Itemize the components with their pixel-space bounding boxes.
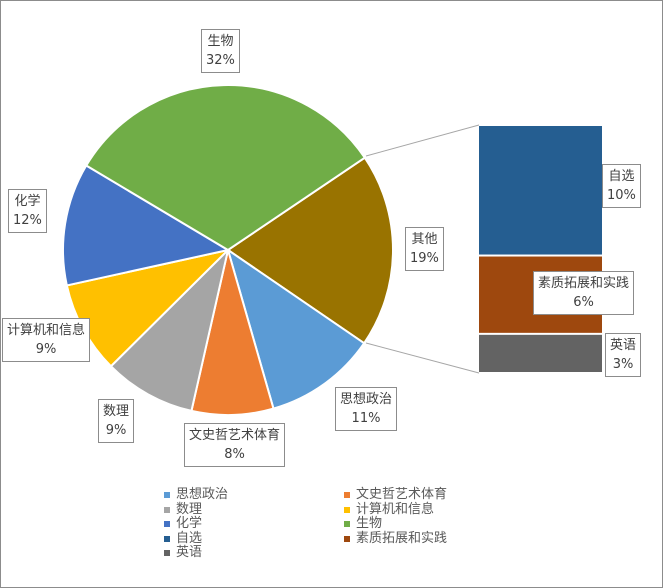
legend-swatch: [344, 506, 350, 513]
pie-slice-1: [226, 247, 366, 410]
legend-item: 素质拓展和实践: [344, 530, 504, 547]
legend: 思想政治 文史哲艺术体育数理 计算机和信息化学 生物自选 素质拓展和实践英语: [164, 487, 504, 561]
legend-item: 文史哲艺术体育: [344, 487, 504, 503]
legend-swatch: [164, 550, 170, 557]
legend-swatch: [344, 535, 350, 542]
pie-slice-5: [62, 164, 231, 287]
bar-segment-2: [479, 334, 602, 372]
legend-swatch: [344, 492, 350, 499]
legend-label: 化学: [176, 516, 203, 531]
label-value: 10%: [607, 188, 636, 203]
legend-swatch: [164, 535, 170, 542]
pie-slice-6: [84, 84, 367, 252]
legend-item: 思想政治: [164, 487, 344, 503]
legend-item: 自选: [164, 530, 344, 547]
label-name: 素质拓展和实践: [538, 276, 630, 291]
connector-line: [365, 342, 480, 374]
legend-swatch: [164, 492, 170, 499]
label-name: 文史哲艺术体育: [189, 428, 281, 443]
label-value: 8%: [224, 447, 245, 462]
label-name: 思想政治: [340, 392, 393, 407]
label-value: 6%: [573, 295, 594, 310]
legend-label: 文史哲艺术体育: [356, 487, 448, 502]
legend-label: 计算机和信息: [356, 501, 435, 517]
bar-segment-0: [479, 126, 602, 255]
data-label: 化学 12%: [8, 189, 47, 233]
pie-slice-0: [226, 156, 394, 345]
label-name: 数理: [103, 404, 130, 419]
data-label: 文史哲艺术体育 8%: [184, 423, 286, 467]
label-value: 32%: [206, 53, 235, 68]
legend-item: 计算机和信息: [344, 501, 504, 518]
legend-label: 素质拓展和实践: [356, 530, 448, 546]
legend-swatch: [164, 521, 170, 528]
connector-line: [365, 124, 480, 157]
label-name: 生物: [207, 34, 234, 49]
data-label: 计算机和信息 9%: [2, 318, 91, 362]
legend-label: 思想政治: [176, 487, 229, 502]
label-name: 英语: [610, 338, 637, 353]
data-label: 素质拓展和实践 6%: [533, 271, 635, 315]
legend-item: 生物: [344, 516, 504, 532]
data-label: 生物 32%: [201, 29, 240, 73]
label-value: 11%: [351, 411, 381, 426]
pie-slice-3: [109, 246, 230, 413]
data-label: 自选 10%: [602, 164, 641, 208]
label-name: 化学: [14, 194, 41, 209]
legend-swatch: [344, 521, 350, 528]
label-name: 其他: [411, 232, 438, 247]
legend-label: 自选: [176, 530, 203, 546]
label-value: 12%: [13, 213, 42, 228]
legend-label: 数理: [176, 501, 203, 517]
legend-label: 英语: [176, 545, 203, 560]
legend-label: 生物: [356, 516, 383, 531]
label-value: 9%: [105, 423, 127, 438]
label-value: 9%: [35, 342, 57, 357]
data-label: 英语 3%: [605, 333, 642, 377]
legend-item: 数理: [164, 501, 344, 518]
legend-swatch: [164, 506, 170, 513]
label-name: 计算机和信息: [7, 323, 86, 338]
label-name: 自选: [608, 169, 635, 184]
data-label: 思想政治 11%: [335, 387, 398, 431]
label-value: 19%: [410, 251, 439, 266]
data-label: 其他 19%: [405, 227, 444, 271]
legend-item: 化学: [164, 516, 344, 532]
legend-item: 英语: [164, 545, 344, 561]
data-label: 数理 9%: [98, 399, 135, 443]
label-value: 3%: [612, 357, 634, 372]
